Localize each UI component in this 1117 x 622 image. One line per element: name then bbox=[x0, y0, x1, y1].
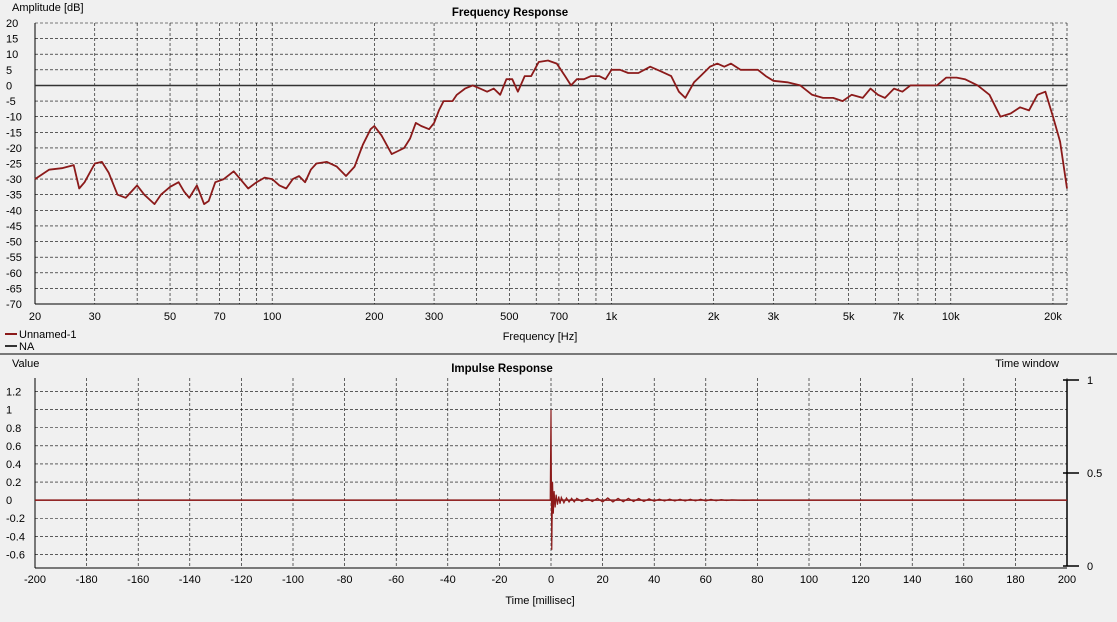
time-window-tick-label: 1 bbox=[1087, 375, 1093, 387]
y-tick-label: 0.6 bbox=[6, 441, 21, 453]
time-window-label: Time window bbox=[995, 358, 1059, 370]
y-tick-label: 10 bbox=[6, 49, 18, 61]
y-tick-label: -30 bbox=[6, 174, 22, 186]
impulse-chart-title: Impulse Response bbox=[451, 363, 553, 375]
y-tick-label: 0.2 bbox=[6, 477, 21, 489]
x-tick-label: -20 bbox=[491, 574, 507, 586]
x-tick-label: 0 bbox=[548, 574, 554, 586]
x-tick-label: 70 bbox=[213, 311, 225, 323]
frequency-chart-title: Frequency Response bbox=[452, 7, 568, 19]
y-tick-label: 0.8 bbox=[6, 423, 21, 435]
x-tick-label: -120 bbox=[230, 574, 252, 586]
x-tick-label: 60 bbox=[700, 574, 712, 586]
y-tick-label: -45 bbox=[6, 221, 22, 233]
y-tick-label: -55 bbox=[6, 252, 22, 264]
x-tick-label: 300 bbox=[425, 311, 443, 323]
y-tick-label: -0.2 bbox=[6, 513, 25, 525]
impulse-x-axis-label: Time [millisec] bbox=[505, 595, 574, 607]
y-tick-label: -25 bbox=[6, 159, 22, 171]
x-tick-label: 160 bbox=[955, 574, 973, 586]
legend-entry[interactable]: Unnamed-1 bbox=[5, 329, 76, 341]
y-tick-label: 1.2 bbox=[6, 387, 21, 399]
frequency-x-axis-label: Frequency [Hz] bbox=[503, 331, 578, 343]
x-tick-label: 500 bbox=[500, 311, 518, 323]
y-tick-label: -60 bbox=[6, 268, 22, 280]
x-tick-label: 2k bbox=[708, 311, 720, 323]
y-tick-label: 5 bbox=[6, 65, 12, 77]
legend-entry[interactable]: NA bbox=[5, 341, 35, 353]
y-tick-label: -0.6 bbox=[6, 549, 25, 561]
frequency-grid bbox=[34, 22, 1068, 305]
x-tick-label: 200 bbox=[1058, 574, 1076, 586]
y-tick-label: 20 bbox=[6, 18, 18, 30]
impulse-y-tick-labels: 1.2 1 0.8 0.6 0.4 0.2 0 -0.2 -0.4 -0.6 bbox=[6, 387, 25, 562]
impulse-y-axis-label: Value bbox=[12, 358, 39, 370]
x-tick-label: 120 bbox=[851, 574, 869, 586]
y-tick-label: -15 bbox=[6, 127, 22, 139]
time-window-tick-label: 0.5 bbox=[1087, 468, 1102, 480]
x-tick-label: 180 bbox=[1006, 574, 1024, 586]
y-tick-label: -10 bbox=[6, 112, 22, 124]
x-tick-label: 20 bbox=[29, 311, 41, 323]
y-tick-label: -70 bbox=[6, 299, 22, 311]
frequency-series-line bbox=[34, 59, 1068, 205]
x-tick-label: 140 bbox=[903, 574, 921, 586]
impulse-response-chart[interactable]: 1.210.80.60.40.20-0.2-0.4-0.6 -200 -180 -1… bbox=[6, 358, 1102, 607]
legend-label: NA bbox=[19, 341, 35, 353]
x-tick-label: 5k bbox=[843, 311, 855, 323]
frequency-y-axis-label: Amplitude [dB] bbox=[12, 2, 84, 14]
x-tick-label: 10k bbox=[942, 311, 960, 323]
x-tick-label: 20k bbox=[1044, 311, 1062, 323]
y-tick-label: -20 bbox=[6, 143, 22, 155]
x-tick-label: 100 bbox=[800, 574, 818, 586]
y-tick-label: -65 bbox=[6, 283, 22, 295]
y-tick-label: 15 bbox=[6, 34, 18, 46]
y-tick-label: -0.4 bbox=[6, 531, 25, 543]
x-tick-label: -200 bbox=[24, 574, 46, 586]
x-tick-label: 40 bbox=[648, 574, 660, 586]
frequency-y-tick-labels: 20 15 10 5 0 -5 -10 -15 -20 -25 -30 -35 -40 -45 -50 -55… bbox=[6, 18, 22, 311]
x-tick-label: 7k bbox=[892, 311, 904, 323]
time-window-tick-label: 0 bbox=[1087, 561, 1093, 573]
x-tick-label: 200 bbox=[365, 311, 383, 323]
legend-label: Unnamed-1 bbox=[19, 329, 76, 341]
x-tick-label: -60 bbox=[388, 574, 404, 586]
impulse-series-line bbox=[35, 409, 1067, 550]
y-tick-label: -50 bbox=[6, 237, 22, 249]
y-tick-label: -35 bbox=[6, 190, 22, 202]
y-tick-label: 0 bbox=[6, 495, 12, 507]
legend: Unnamed-1 NA bbox=[5, 329, 76, 353]
x-tick-label: 30 bbox=[89, 311, 101, 323]
y-tick-label: -40 bbox=[6, 205, 22, 217]
x-tick-label: 100 bbox=[263, 311, 281, 323]
frequency-response-chart[interactable]: 20151050-5-10-15-20-25-30-35-40-45-50-55… bbox=[5, 2, 1068, 353]
y-tick-label: -5 bbox=[6, 96, 16, 108]
x-tick-label: 50 bbox=[164, 311, 176, 323]
x-tick-label: -140 bbox=[179, 574, 201, 586]
y-tick-label: 0.4 bbox=[6, 459, 21, 471]
x-tick-label: -180 bbox=[76, 574, 98, 586]
y-tick-label: 1 bbox=[6, 405, 12, 417]
x-tick-label: 20 bbox=[596, 574, 608, 586]
impulse-x-tick-labels: -200 -180 -160 -140 -120 -100 -80 -60 -40 -20 0 20 4… bbox=[24, 574, 1076, 586]
x-tick-label: 700 bbox=[550, 311, 568, 323]
y-tick-label: 0 bbox=[6, 80, 12, 92]
x-tick-label: 1k bbox=[606, 311, 618, 323]
x-tick-label: -100 bbox=[282, 574, 304, 586]
x-tick-label: -160 bbox=[127, 574, 149, 586]
x-tick-label: -40 bbox=[440, 574, 456, 586]
time-window-axis: 10.50 bbox=[1063, 375, 1102, 573]
frequency-x-tick-labels: 20 30 50 70 100 200 300 500 700 1k 2k 3k 5k 7k 10k 20k bbox=[29, 311, 1062, 323]
x-tick-label: 3k bbox=[768, 311, 780, 323]
x-tick-label: 80 bbox=[751, 574, 763, 586]
x-tick-label: -80 bbox=[337, 574, 353, 586]
